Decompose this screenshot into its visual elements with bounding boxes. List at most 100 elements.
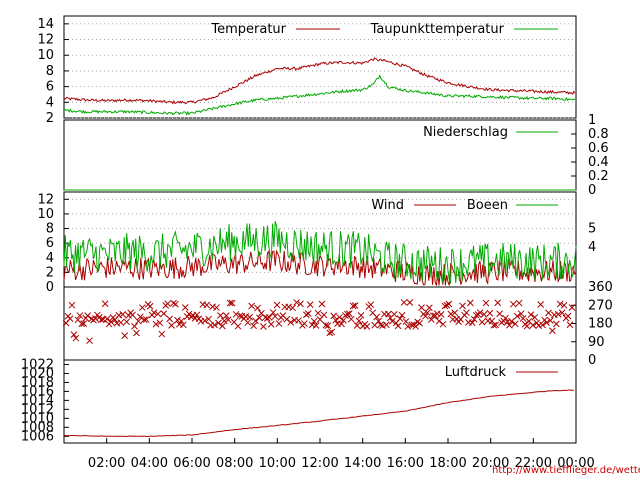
y-tick-label-wind: 2	[46, 265, 54, 280]
winddir-point-stroke	[494, 299, 502, 307]
winddir-point	[486, 309, 494, 317]
winddir-point	[426, 304, 433, 312]
winddir-point-stroke	[131, 322, 138, 330]
x-tick-label: 18:00	[429, 456, 466, 471]
x-tick-label: 00:00	[557, 456, 594, 471]
winddir-point-stroke	[543, 319, 550, 326]
y-tick-label-pressure: 1006	[21, 429, 54, 444]
winddir-point	[320, 311, 328, 319]
winddir-point-stroke	[422, 312, 429, 320]
winddir-point	[80, 320, 88, 327]
winddir-point-stroke	[236, 312, 244, 320]
winddir-point-stroke	[314, 309, 322, 317]
winddir-point	[478, 318, 486, 326]
winddir-point	[72, 334, 80, 342]
winddir-point-stroke	[527, 311, 535, 318]
y-tick-label-temperature: 12	[37, 33, 54, 48]
winddir-point	[547, 317, 554, 324]
winddir-point-stroke	[177, 317, 185, 325]
temperature-series-line-0	[63, 57, 576, 105]
winddir-point	[353, 322, 361, 329]
winddir-point	[467, 299, 474, 307]
winddir-point	[142, 316, 150, 323]
winddir-point-stroke	[404, 323, 412, 330]
winddir-point	[564, 312, 572, 320]
winddir-point	[390, 310, 398, 318]
winddir-point	[185, 310, 193, 318]
winddir-point	[101, 300, 109, 308]
winddir-point-stroke	[103, 315, 111, 323]
winddir-point-stroke	[324, 322, 332, 330]
winddir-point-stroke	[279, 312, 287, 319]
winddir-point-stroke	[92, 315, 99, 322]
winddir-point-stroke	[193, 311, 201, 319]
winddir-point-stroke	[226, 299, 234, 307]
winddir-point	[383, 321, 390, 329]
winddir-point-stroke	[402, 318, 410, 325]
winddir-point	[367, 301, 375, 309]
winddir-point	[295, 317, 302, 324]
winddir-point-stroke	[301, 320, 308, 327]
winddir-point-stroke	[306, 301, 314, 308]
winddir-point	[119, 310, 127, 318]
source-link[interactable]: http://www.tiefflieger.de/wetter/	[492, 465, 640, 476]
winddir-point-stroke	[472, 311, 480, 319]
winddir-point-stroke	[554, 310, 562, 318]
precip-tick-label: 0	[588, 183, 596, 198]
y-tick-label-temperature: 6	[46, 80, 54, 95]
winddir-point	[513, 312, 521, 320]
winddir-point-stroke	[297, 300, 304, 308]
winddir-point-stroke	[447, 310, 455, 318]
winddir-point	[324, 322, 332, 330]
winddir-point-stroke	[289, 304, 297, 312]
winddir-point-stroke	[355, 317, 363, 325]
winddir-point	[318, 300, 326, 308]
winddir-point-stroke	[135, 317, 142, 325]
winddir-point-stroke	[316, 316, 324, 323]
precip-tick-label: 0.6	[588, 141, 609, 156]
precip-tick-label: 0.8	[588, 127, 609, 142]
winddir-point	[314, 309, 322, 317]
winddir-point	[549, 327, 556, 335]
winddir-point-stroke	[260, 323, 267, 330]
winddir-point-stroke	[293, 299, 300, 306]
winddir-point	[429, 312, 437, 320]
winddir-point-stroke	[332, 316, 339, 324]
winddir-point	[103, 315, 111, 323]
winddir-point	[70, 331, 78, 338]
winddir-point	[232, 310, 240, 318]
winddir-point-stroke	[285, 303, 293, 311]
winddir-point	[121, 332, 129, 339]
winddir-point-stroke	[508, 317, 515, 325]
winddir-point	[472, 311, 480, 319]
winddir-point-stroke	[224, 316, 232, 324]
winddir-point	[160, 310, 168, 318]
winddir-point	[164, 300, 172, 308]
winddir-tick-label: 360	[588, 280, 613, 295]
legend-taupunkt: Taupunkttemperatur	[370, 22, 505, 37]
x-tick-label: 08:00	[216, 456, 253, 471]
winddir-point	[492, 321, 500, 329]
winddir-point-stroke	[119, 310, 127, 318]
winddir-point-stroke	[150, 309, 158, 317]
y-tick-label-temperature: 4	[46, 95, 54, 110]
winddir-point-stroke	[263, 314, 271, 322]
winddir-point-stroke	[86, 337, 93, 345]
winddir-point	[250, 322, 257, 330]
winddir-point-stroke	[181, 304, 189, 311]
y-tick-label-temperature: 2	[46, 111, 54, 126]
winddir-point	[244, 319, 252, 326]
winddir-tick-label: 90	[588, 335, 605, 350]
winddir-point-stroke	[117, 319, 125, 326]
winddir-point-stroke	[506, 321, 513, 329]
legend-wind: Wind	[371, 198, 404, 213]
winddir-point	[406, 299, 414, 306]
winddir-point	[388, 317, 396, 325]
winddir-point-stroke	[66, 315, 74, 323]
winddir-point	[508, 317, 515, 325]
winddir-point	[179, 321, 187, 329]
winddir-point-stroke	[451, 309, 459, 317]
winddir-point-stroke	[215, 319, 222, 327]
winddir-point-stroke	[142, 316, 150, 323]
winddir-point	[537, 301, 545, 308]
